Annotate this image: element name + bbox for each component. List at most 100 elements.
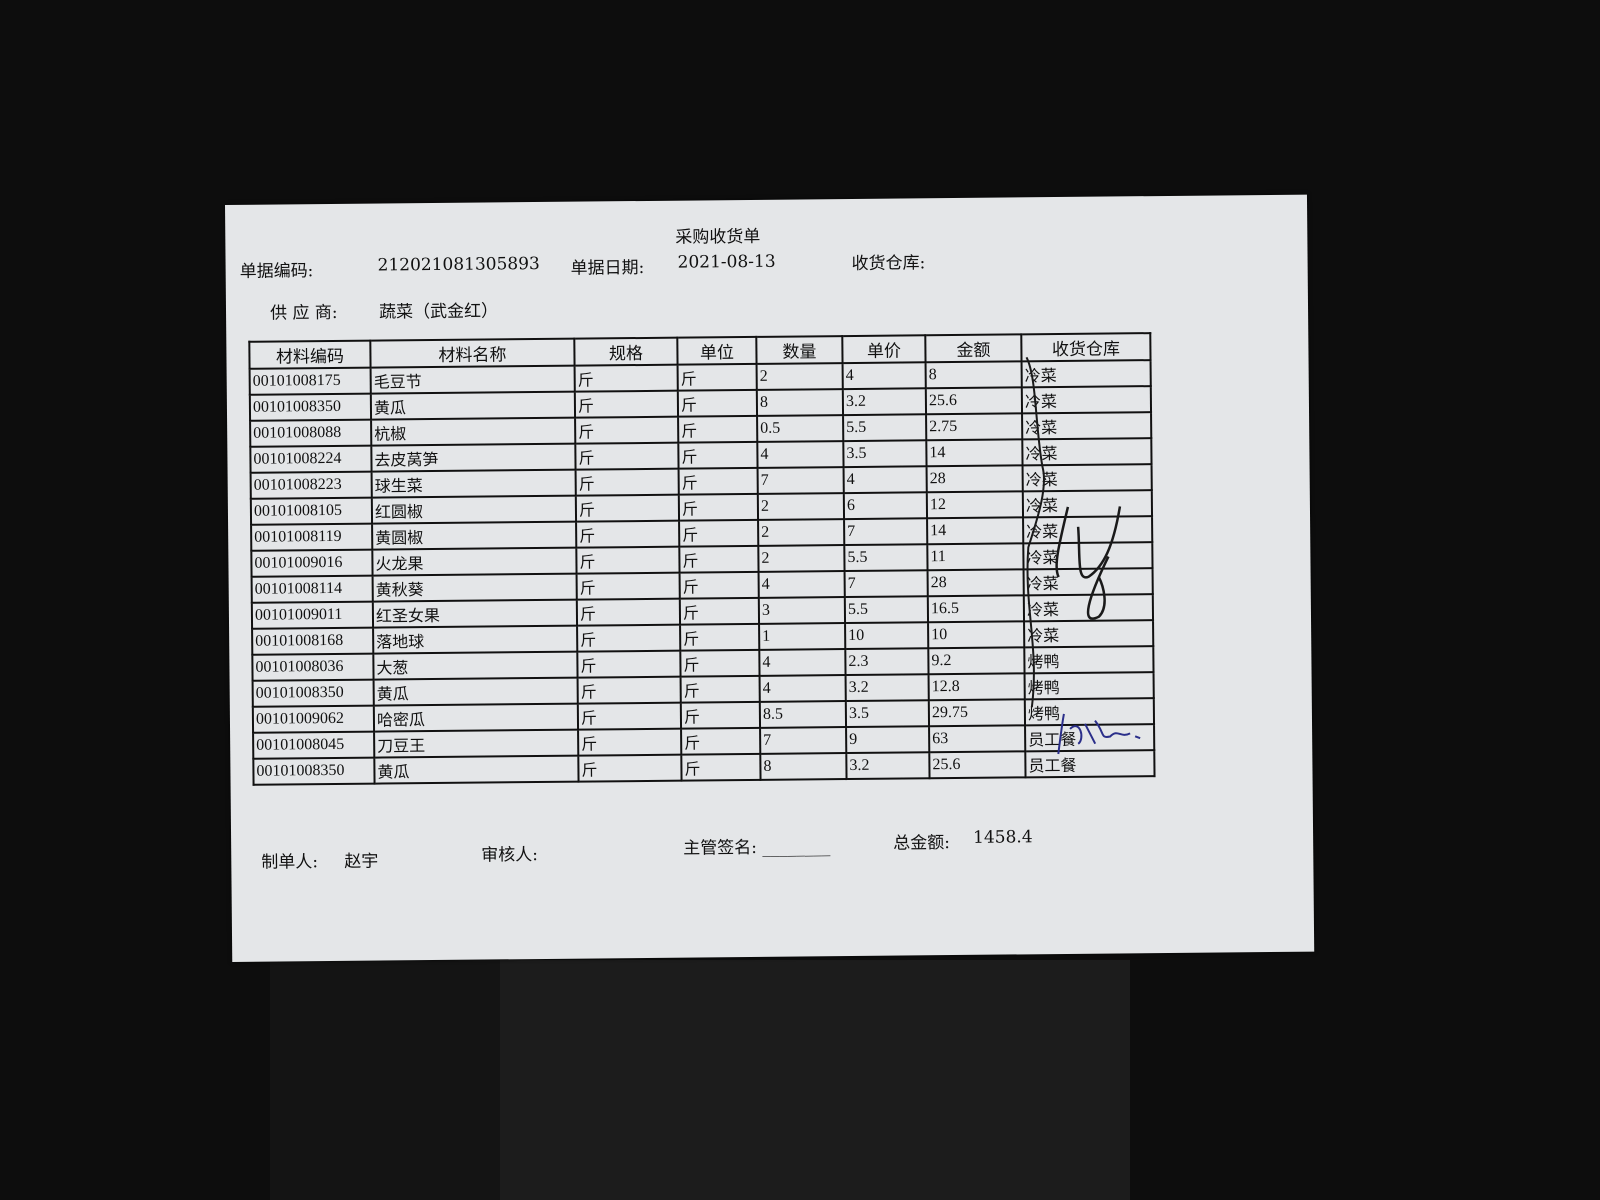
table-cell: 斤 bbox=[677, 363, 757, 391]
table-cell: 斤 bbox=[678, 441, 758, 469]
table-cell: 3.2 bbox=[846, 752, 930, 780]
table-cell: 黄秋葵 bbox=[372, 573, 577, 602]
table-cell: 00101008224 bbox=[250, 445, 372, 473]
table-cell: 斤 bbox=[575, 442, 679, 470]
table-cell: 00101008119 bbox=[251, 523, 373, 551]
table-cell: 斤 bbox=[575, 416, 679, 444]
table-cell: 斤 bbox=[578, 754, 682, 782]
table-cell: 2 bbox=[758, 545, 845, 572]
table-cell: 7 bbox=[844, 570, 928, 598]
column-header: 单价 bbox=[842, 335, 926, 364]
table-cell: 斤 bbox=[576, 546, 680, 574]
table-cell: 3.2 bbox=[845, 674, 929, 702]
column-header: 材料编码 bbox=[249, 340, 371, 369]
table-cell: 斤 bbox=[680, 623, 760, 651]
table-cell: 10 bbox=[845, 622, 929, 650]
table-cell: 毛豆节 bbox=[370, 365, 575, 394]
table-cell: 3.5 bbox=[845, 700, 930, 728]
table-cell: 斤 bbox=[574, 364, 678, 392]
table-cell: 00101008350 bbox=[253, 757, 375, 785]
table-cell: 斤 bbox=[681, 753, 761, 781]
table-cell: 斤 bbox=[575, 494, 680, 522]
table-cell: 7 bbox=[760, 727, 847, 754]
table-cell: 斤 bbox=[577, 702, 682, 730]
table-cell: 斤 bbox=[575, 468, 679, 496]
table-cell: 8 bbox=[760, 753, 847, 780]
table-cell: 00101009011 bbox=[251, 601, 374, 629]
table-cell: 4 bbox=[843, 466, 927, 494]
table-cell: 00101008168 bbox=[252, 627, 374, 655]
table-cell: 杭椒 bbox=[371, 417, 576, 446]
table-cell: 00101008350 bbox=[249, 393, 372, 421]
table-cell: 刀豆王 bbox=[374, 729, 579, 758]
date: 2021-08-13 bbox=[677, 251, 776, 273]
table-cell: 00101008105 bbox=[250, 497, 373, 525]
table-cell: 5.5 bbox=[844, 544, 928, 572]
table-cell: 8.5 bbox=[759, 701, 847, 728]
table-cell: 火龙果 bbox=[372, 547, 577, 576]
table-cell: 斤 bbox=[576, 598, 681, 626]
table-cell: 4 bbox=[757, 441, 844, 468]
table-cell: 00101008036 bbox=[252, 653, 374, 681]
table-cell: 8 bbox=[756, 389, 844, 416]
table-cell: 斤 bbox=[679, 571, 759, 599]
table-cell: 斤 bbox=[679, 545, 759, 573]
table-cell: 9 bbox=[846, 726, 930, 754]
table-cell: 2 bbox=[756, 363, 843, 390]
bill-no-label: 单据编码: bbox=[239, 261, 314, 282]
table-cell: 斤 bbox=[578, 728, 682, 756]
table-cell: 黄瓜 bbox=[370, 391, 576, 420]
table-cell: 斤 bbox=[577, 624, 681, 652]
table-cell: 哈密瓜 bbox=[373, 703, 579, 732]
column-header: 单位 bbox=[677, 336, 757, 365]
reviewer-label: 审核人: bbox=[481, 845, 539, 866]
receipt-paper: 采购收货单 单据编码: 212021081305893 单据日期: 2021-0… bbox=[225, 194, 1315, 962]
table-cell: 斤 bbox=[680, 649, 760, 677]
table-cell: 落地球 bbox=[373, 625, 578, 654]
table-cell: 1 bbox=[759, 623, 846, 650]
handwritten-blue-signature bbox=[1057, 713, 1141, 755]
table-cell: 斤 bbox=[577, 676, 681, 704]
table-cell: 4 bbox=[758, 571, 845, 598]
table-cell: 2.3 bbox=[845, 648, 929, 676]
table-cell: 斤 bbox=[576, 520, 680, 548]
table-cell: 斤 bbox=[679, 597, 760, 625]
table-cell: 00101008045 bbox=[253, 731, 375, 759]
table-cell: 斤 bbox=[678, 493, 759, 521]
table-cell: 00101008350 bbox=[252, 679, 374, 707]
table-cell: 7 bbox=[757, 467, 844, 494]
document-title: 采购收货单 bbox=[675, 226, 761, 248]
table-cell: 00101009016 bbox=[251, 549, 373, 577]
table-cell: 3 bbox=[758, 597, 846, 624]
maker: 赵宇 bbox=[344, 851, 379, 872]
table-cell: 7 bbox=[844, 518, 928, 546]
table-cell: 斤 bbox=[681, 727, 761, 755]
background-stand bbox=[500, 960, 1130, 1200]
column-header: 材料名称 bbox=[370, 338, 575, 368]
table-cell: 斤 bbox=[576, 572, 680, 600]
column-header: 数量 bbox=[756, 336, 843, 364]
total-label: 总金额: bbox=[893, 833, 950, 854]
table-cell: 00101008175 bbox=[249, 367, 371, 395]
date-label: 单据日期: bbox=[570, 257, 645, 279]
table-cell: 4 bbox=[842, 362, 926, 390]
background-stand-left bbox=[270, 960, 500, 1200]
table-cell: 斤 bbox=[678, 467, 758, 495]
supervisor-signature-label: 主管签名: ________ bbox=[683, 837, 831, 859]
table-cell: 斤 bbox=[677, 389, 758, 417]
table-cell: 大葱 bbox=[373, 651, 578, 680]
bill-no: 212021081305893 bbox=[377, 253, 540, 276]
table-cell: 4 bbox=[759, 649, 846, 676]
table-cell: 红圣女果 bbox=[372, 599, 578, 628]
table-cell: 2 bbox=[757, 493, 845, 520]
total-amount: 1458.4 bbox=[973, 827, 1033, 848]
table-cell: 00101008223 bbox=[250, 471, 372, 499]
maker-label: 制单人: bbox=[261, 852, 319, 873]
table-cell: 4 bbox=[759, 675, 846, 702]
table-cell: 斤 bbox=[680, 675, 760, 703]
table-cell: 斤 bbox=[678, 415, 758, 443]
table-cell: 00101008088 bbox=[250, 419, 372, 447]
table-cell: 黄瓜 bbox=[374, 755, 579, 784]
table-cell: 斤 bbox=[680, 701, 761, 729]
table-cell: 去皮莴笋 bbox=[371, 443, 576, 472]
